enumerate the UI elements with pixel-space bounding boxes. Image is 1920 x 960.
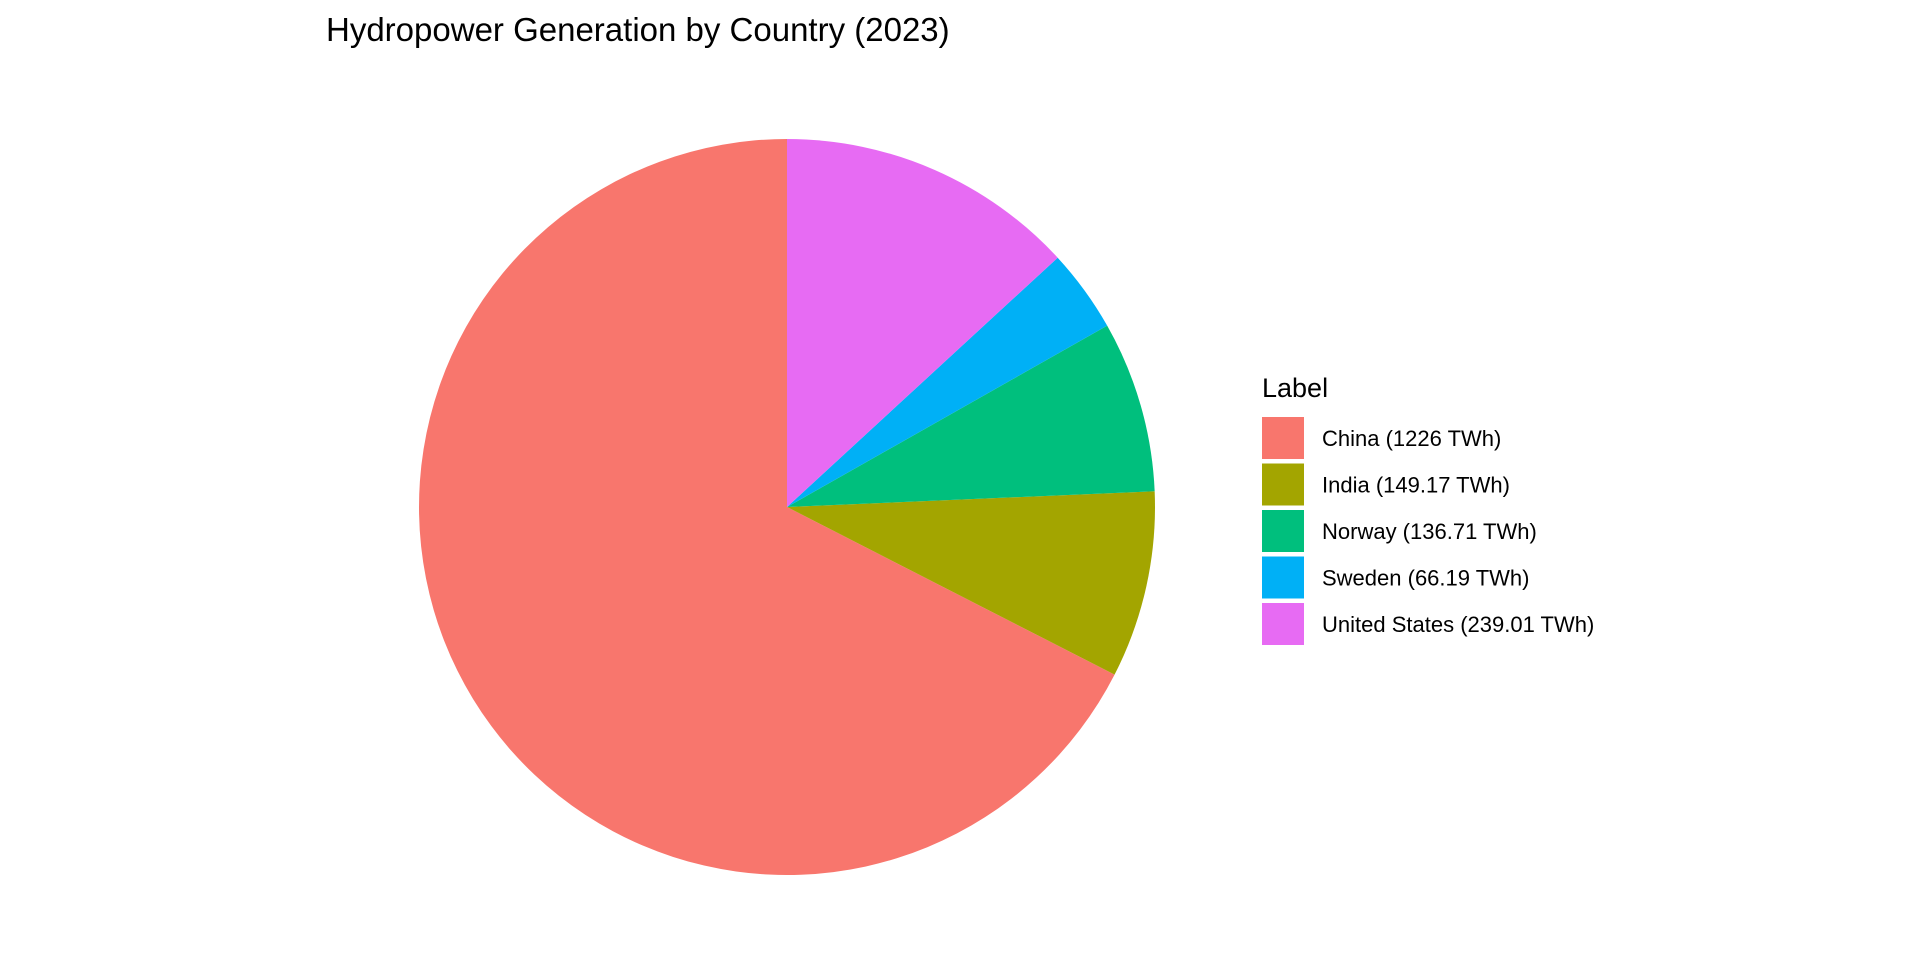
pie-slice-norway [787,325,1155,507]
legend-label-sweden: Sweden (66.19 TWh) [1322,566,1529,591]
legend-key-united-states [1262,603,1304,645]
legend-label-china: China (1226 TWh) [1322,426,1501,451]
legend-key-india [1262,463,1304,506]
pie-slices [418,139,1155,875]
legend-key-norway [1262,510,1304,552]
pie-slice-china [418,139,1115,875]
legend-label-united-states: United States (239.01 TWh) [1322,612,1594,637]
legend-title: Label [1262,373,1328,403]
legend-key-china [1262,417,1304,459]
pie-slice-india [787,491,1155,675]
pie-slice-united-states [787,139,1058,507]
chart-title: Hydropower Generation by Country (2023) [326,11,950,48]
legend-label-norway: Norway (136.71 TWh) [1322,519,1537,544]
pie-slice-sweden [787,257,1108,507]
legend: Label China (1226 TWh) India (149.17 TWh)… [1262,373,1594,645]
legend-key-sweden [1262,556,1304,599]
legend-label-india: India (149.17 TWh) [1322,473,1510,498]
legend-items: China (1226 TWh) India (149.17 TWh) Norway… [1262,417,1594,645]
